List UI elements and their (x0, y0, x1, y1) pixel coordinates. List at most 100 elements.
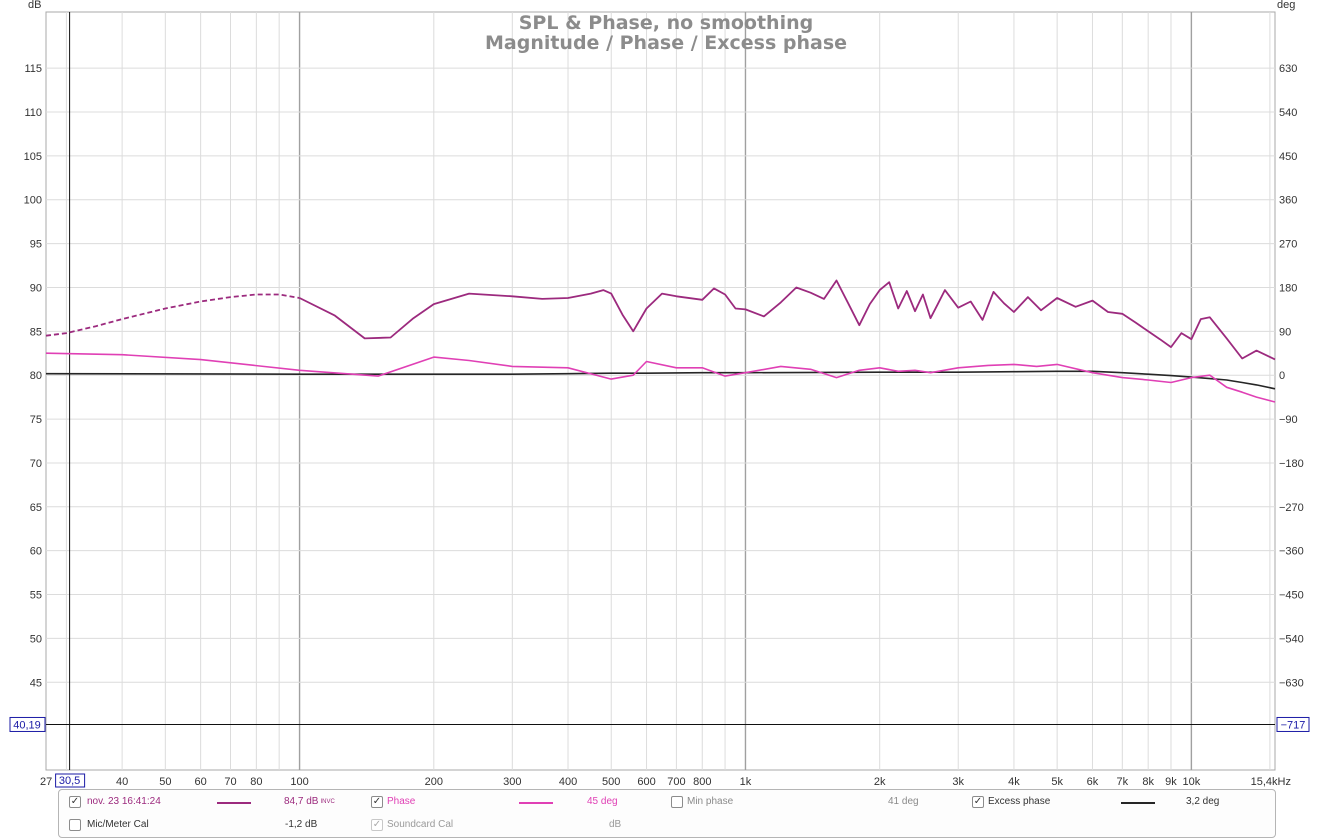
y-right-tick-label: −270 (1279, 502, 1304, 514)
min-phase-value: 41 deg (888, 796, 919, 807)
soundcard-cal-label: Soundcard Cal (387, 819, 454, 830)
soundcard-cal-value: dB (609, 819, 622, 830)
series-nov-23-16-41-24-dashed (45, 293, 300, 337)
phase-checkbox[interactable]: ✓ (371, 796, 383, 808)
measurement-label: nov. 23 16:41:24 (87, 796, 161, 807)
right-axis-unit: deg (1277, 0, 1295, 11)
y-left-tick-label: 75 (30, 414, 42, 426)
x-tick-label: 5k (1051, 776, 1063, 788)
x-tick-label: 600 (637, 776, 655, 788)
phase-label: Phase (387, 796, 416, 807)
y-right-tick-label: 630 (1279, 63, 1297, 75)
excess-phase-label: Excess phase (988, 796, 1051, 807)
y-right-tick-label: 450 (1279, 151, 1297, 163)
y-right-tick-label: 0 (1279, 370, 1285, 382)
y-right-tick-label: −90 (1279, 414, 1298, 426)
phase-value: 45 deg (587, 796, 618, 807)
grid-lines (46, 12, 1275, 770)
measurement-checkbox[interactable]: ✓ (69, 796, 81, 808)
x-tick-label: 15,4kHz (1251, 776, 1291, 788)
y-left-axis-ticks: 45 50 55 60 65 70 75 80 85 90 95 100 105 110 115 (24, 63, 42, 689)
y-left-tick-label: 65 (30, 502, 42, 514)
y-left-tick-label: 100 (24, 195, 42, 207)
mic-cal-value: -1,2 dB (285, 819, 318, 830)
chart-subtitle: Magnitude / Phase / Excess phase (485, 32, 847, 54)
x-tick-label: 27 (40, 776, 52, 788)
x-tick-label: 7k (1116, 776, 1128, 788)
legend-row-2: Mic/Meter Cal -1,2 dB ✓ Soundcard Cal dB (59, 815, 1275, 835)
series-phase (45, 352, 1276, 403)
cursor-y-left-label: 40,19 (13, 719, 41, 731)
x-tick-label: 40 (116, 776, 128, 788)
excess-phase-value: 3,2 deg (1186, 796, 1220, 807)
excess-phase-swatch (1121, 802, 1155, 804)
cursor-y-right-box (1276, 716, 1310, 732)
y-right-tick-label: 540 (1279, 107, 1297, 119)
x-tick-label: 3k (952, 776, 964, 788)
x-tick-label: 60 (195, 776, 207, 788)
x-tick-label: 4k (1008, 776, 1020, 788)
left-axis-unit: dB (28, 0, 41, 11)
y-left-tick-label: 55 (30, 590, 42, 602)
x-tick-label: 300 (503, 776, 521, 788)
x-tick-label: 100 (290, 776, 308, 788)
y-left-tick-label: 60 (30, 546, 42, 558)
series-layer (45, 279, 1276, 403)
chart-title: SPL & Phase, no smoothing (519, 12, 813, 34)
y-right-tick-label: −360 (1279, 546, 1304, 558)
y-right-tick-label: 90 (1279, 326, 1291, 338)
measurement-value: 84,7 dB INVC (284, 796, 335, 807)
y-right-tick-label: −540 (1279, 633, 1304, 645)
min-phase-checkbox[interactable] (671, 796, 683, 808)
y-left-tick-label: 95 (30, 239, 42, 251)
y-left-tick-label: 110 (24, 107, 42, 119)
x-tick-label: 400 (559, 776, 577, 788)
x-tick-label: 10k (1183, 776, 1201, 788)
y-right-axis-ticks: 630 540 450 360 270 180 90 0 −90 −180 −270 −360 −450… (1279, 63, 1304, 689)
cursor-y-right-label: −717 (1281, 719, 1306, 731)
y-left-tick-label: 80 (30, 370, 42, 382)
x-tick-label: 800 (693, 776, 711, 788)
y-left-tick-label: 70 (30, 458, 42, 470)
legend-row-1: ✓ nov. 23 16:41:24 84,7 dB INVC ✓ Phase 4… (59, 792, 1275, 812)
x-tick-label: 50 (159, 776, 171, 788)
y-left-tick-label: 105 (24, 151, 42, 163)
min-phase-label: Min phase (687, 796, 734, 807)
x-tick-label: 9k (1165, 776, 1177, 788)
x-tick-label: 1k (740, 776, 752, 788)
x-tick-label: 200 (425, 776, 443, 788)
x-tick-label: 8k (1142, 776, 1154, 788)
plot-area[interactable] (45, 11, 1276, 771)
soundcard-cal-checkbox[interactable]: ✓ (371, 819, 383, 831)
y-right-tick-label: −630 (1279, 677, 1304, 689)
spl-phase-chart[interactable]: 30,5 40,19 −717 27 40 50 60 70 80 100 200 300 400 50… (0, 0, 1333, 790)
y-right-tick-label: 270 (1279, 239, 1297, 251)
y-right-tick-label: 180 (1279, 282, 1297, 294)
x-axis-ticks: 27 40 50 60 70 80 100 200 300 400 500 600 700 800 1k 2k… (40, 776, 1291, 788)
y-left-tick-label: 85 (30, 326, 42, 338)
y-left-tick-label: 90 (30, 282, 42, 294)
y-left-tick-label: 115 (24, 63, 42, 75)
cursor-y-left-box (9, 716, 46, 732)
cursor-x-label: 30,5 (59, 775, 80, 787)
x-tick-label: 700 (667, 776, 685, 788)
y-right-tick-label: −180 (1279, 458, 1304, 470)
y-left-tick-label: 50 (30, 633, 42, 645)
x-tick-label: 70 (224, 776, 236, 788)
mic-cal-label: Mic/Meter Cal (87, 819, 149, 830)
y-right-tick-label: −450 (1279, 590, 1304, 602)
excess-phase-checkbox[interactable]: ✓ (972, 796, 984, 808)
x-tick-label: 80 (250, 776, 262, 788)
x-tick-label: 2k (874, 776, 886, 788)
x-tick-label: 6k (1087, 776, 1099, 788)
legend-panel: ✓ nov. 23 16:41:24 84,7 dB INVC ✓ Phase 4… (58, 789, 1276, 838)
cursor-crosshair[interactable]: 30,5 40,19 −717 (9, 12, 1310, 788)
y-right-tick-label: 360 (1279, 195, 1297, 207)
measurement-swatch (217, 802, 251, 804)
series-nov-23-16-41-24 (299, 279, 1276, 361)
cursor-x-box (55, 773, 86, 788)
mic-cal-checkbox[interactable] (69, 819, 81, 831)
y-left-tick-label: 45 (30, 677, 42, 689)
x-tick-label: 500 (602, 776, 620, 788)
phase-swatch (519, 802, 553, 804)
